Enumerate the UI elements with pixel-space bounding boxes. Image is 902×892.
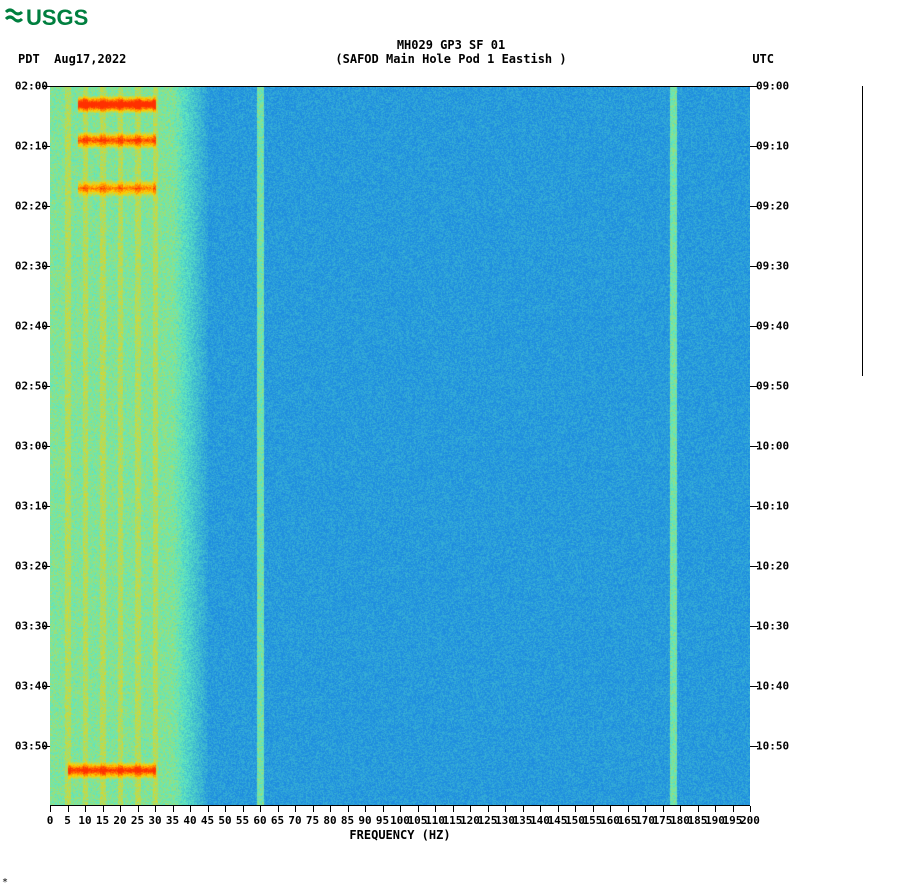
- y-tick-right: 09:30: [756, 261, 806, 272]
- y-tick-left: 02:00: [0, 81, 48, 92]
- x-tick: 60: [253, 814, 266, 827]
- x-tick: 95: [376, 814, 389, 827]
- y-tick-right: 10:20: [756, 561, 806, 572]
- title-line-1: MH029 GP3 SF 01: [0, 38, 902, 52]
- x-tick: 80: [323, 814, 336, 827]
- x-tick: 35: [166, 814, 179, 827]
- x-tick: 30: [148, 814, 161, 827]
- x-tick: 50: [218, 814, 231, 827]
- y-tick-right: 10:00: [756, 441, 806, 452]
- y-tick-right: 10:40: [756, 681, 806, 692]
- x-tick: 20: [113, 814, 126, 827]
- y-tick-right: 10:30: [756, 621, 806, 632]
- x-tick: 25: [131, 814, 144, 827]
- x-tick: 200: [740, 814, 760, 827]
- y-tick-right: 09:40: [756, 321, 806, 332]
- y-tick-left: 03:10: [0, 501, 48, 512]
- x-tick: 90: [358, 814, 371, 827]
- y-tick-left: 02:50: [0, 381, 48, 392]
- x-tick: 5: [64, 814, 71, 827]
- corner-mark: *: [2, 877, 8, 888]
- x-tick: 0: [47, 814, 54, 827]
- x-tick: 15: [96, 814, 109, 827]
- y-tick-left: 03:00: [0, 441, 48, 452]
- y-tick-marks-right: [750, 86, 758, 806]
- y-tick-left: 02:20: [0, 201, 48, 212]
- spectrogram-canvas: [50, 86, 750, 806]
- x-tick: 45: [201, 814, 214, 827]
- x-tick: 55: [236, 814, 249, 827]
- x-tick: 75: [306, 814, 319, 827]
- svg-text:USGS: USGS: [26, 5, 88, 30]
- x-axis-label: FREQUENCY (HZ): [50, 828, 750, 842]
- right-tz: UTC: [752, 52, 774, 66]
- y-tick-right: 10:50: [756, 741, 806, 752]
- spectrogram-plot: [50, 86, 750, 806]
- y-tick-left: 03:20: [0, 561, 48, 572]
- x-tick: 10: [78, 814, 91, 827]
- y-tick-right: 09:00: [756, 81, 806, 92]
- y-tick-right: 09:20: [756, 201, 806, 212]
- y-tick-left: 03:50: [0, 741, 48, 752]
- y-tick-left: 03:40: [0, 681, 48, 692]
- x-tick: 85: [341, 814, 354, 827]
- x-tick: 40: [183, 814, 196, 827]
- y-tick-right: 09:50: [756, 381, 806, 392]
- usgs-logo: USGS: [4, 4, 96, 36]
- y-tick-right: 09:10: [756, 141, 806, 152]
- colorbar-line: [862, 86, 863, 376]
- y-axis-left: 02:0002:1002:2002:3002:4002:5003:0003:10…: [0, 86, 48, 806]
- y-tick-left: 02:30: [0, 261, 48, 272]
- y-tick-right: 10:10: [756, 501, 806, 512]
- x-tick: 65: [271, 814, 284, 827]
- y-tick-left: 03:30: [0, 621, 48, 632]
- y-tick-left: 02:10: [0, 141, 48, 152]
- x-tick: 70: [288, 814, 301, 827]
- y-axis-right: 09:0009:1009:2009:3009:4009:5010:0010:10…: [756, 86, 806, 806]
- y-tick-marks-left: [42, 86, 50, 806]
- y-tick-left: 02:40: [0, 321, 48, 332]
